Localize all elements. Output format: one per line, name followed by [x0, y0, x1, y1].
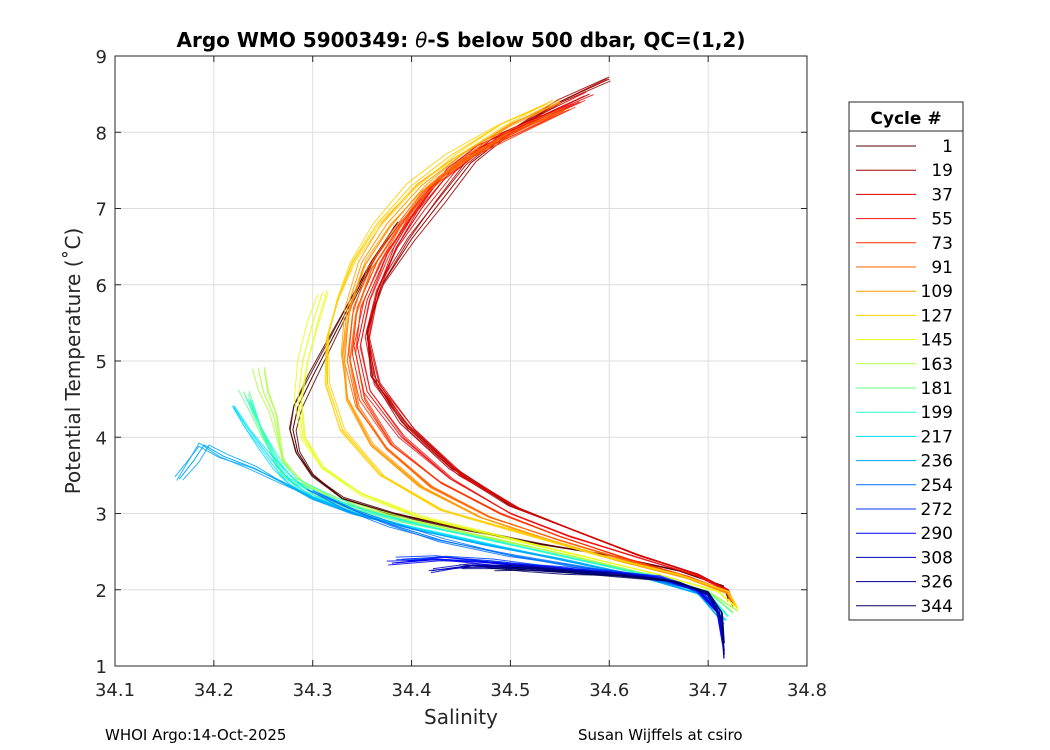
legend-label: 19: [931, 161, 953, 181]
series-line: [343, 102, 737, 607]
x-axis-label: Salinity: [424, 705, 498, 729]
legend-entry: 91: [856, 258, 953, 278]
legend-entry: 109: [856, 282, 953, 302]
legend-entry: 19: [856, 161, 953, 181]
series-line: [325, 100, 739, 609]
legend-label: 37: [931, 185, 953, 205]
series-line: [386, 559, 725, 651]
legend-entry: 290: [856, 524, 953, 544]
x-tick-label: 34.7: [688, 680, 728, 701]
x-tick-label: 34.1: [95, 680, 135, 701]
legend-label: 91: [931, 258, 953, 278]
x-tick-label: 34.4: [392, 680, 432, 701]
legend-label: 199: [921, 403, 953, 423]
ticks: 34.1 34.2 34.3 34.4 34.5 34.6 34.7 34.8 1 2 3 4 5 6 7 8…: [95, 47, 827, 701]
legend-label: 1: [942, 137, 953, 157]
x-tick-label: 34.6: [589, 680, 629, 701]
y-tick-label: 2: [96, 581, 107, 602]
series-127: [324, 99, 739, 610]
grid: [115, 56, 807, 666]
x-tick-label: 34.8: [787, 680, 827, 701]
chart-title: Argo WMO 5900349: θ-S below 500 dbar, QC…: [177, 28, 746, 52]
legend-label: 344: [921, 597, 953, 617]
legend-entry: 1: [856, 137, 953, 157]
y-axis-label: Potential Temperature (˚C): [61, 228, 85, 495]
y-tick-label: 6: [96, 276, 107, 297]
series-line: [327, 103, 738, 610]
footer-author: Susan Wijffels at csiro: [578, 726, 743, 744]
legend-label: 308: [921, 548, 953, 568]
legend-entry: 55: [856, 210, 953, 230]
x-tick-label: 34.3: [293, 680, 333, 701]
legend-label: 127: [921, 306, 953, 326]
y-tick-label: 1: [96, 657, 107, 678]
legend-entries: 1 19 37 55 73 91 109 127 145 163 181 199 217 236 254 27…: [856, 137, 953, 617]
y-tick-label: 8: [96, 123, 107, 144]
y-tick-label: 7: [96, 200, 107, 221]
legend-entry: 37: [856, 185, 953, 205]
legend-label: 109: [921, 282, 953, 302]
series-344: [486, 566, 725, 644]
legend-label: 145: [921, 331, 953, 351]
legend-entry: 181: [856, 379, 953, 399]
legend-title: Cycle #: [870, 109, 941, 129]
legend-label: 217: [921, 427, 953, 447]
footer-credit-date: WHOI Argo:14-Oct-2025: [105, 726, 287, 744]
legend: Cycle # 1 19 37 55 73 91 109 127 145 163 181 199 217…: [848, 101, 964, 621]
legend-entry: 217: [856, 427, 953, 447]
series-layer: [174, 76, 739, 659]
legend-entry: 326: [856, 573, 953, 593]
legend-entry: 163: [856, 355, 953, 375]
y-tick-label: 9: [96, 47, 107, 68]
y-tick-label: 5: [96, 352, 107, 373]
legend-entry: 236: [856, 452, 953, 472]
legend-label: 254: [921, 476, 953, 496]
legend-entry: 308: [856, 548, 953, 568]
y-tick-label: 4: [96, 428, 107, 449]
x-tick-label: 34.5: [490, 680, 530, 701]
series-line: [494, 569, 725, 643]
legend-label: 163: [921, 355, 953, 375]
y-tick-label: 3: [96, 505, 107, 526]
legend-entry: 73: [856, 234, 953, 254]
x-tick-label: 34.2: [194, 680, 234, 701]
legend-label: 73: [931, 234, 953, 254]
legend-entry: 145: [856, 331, 953, 351]
series-line: [301, 290, 738, 610]
legend-label: 290: [921, 524, 953, 544]
legend-label: 326: [921, 573, 953, 593]
series-line: [461, 568, 725, 655]
legend-entry: 272: [856, 500, 953, 520]
legend-label: 272: [921, 500, 953, 520]
legend-entry: 127: [856, 306, 953, 326]
legend-label: 236: [921, 452, 953, 472]
legend-entry: 199: [856, 403, 953, 423]
legend-entry: 344: [856, 597, 953, 617]
series-145: [293, 290, 739, 610]
legend-label: 181: [921, 379, 953, 399]
legend-label: 55: [931, 210, 953, 230]
legend-entry: 254: [856, 476, 953, 496]
